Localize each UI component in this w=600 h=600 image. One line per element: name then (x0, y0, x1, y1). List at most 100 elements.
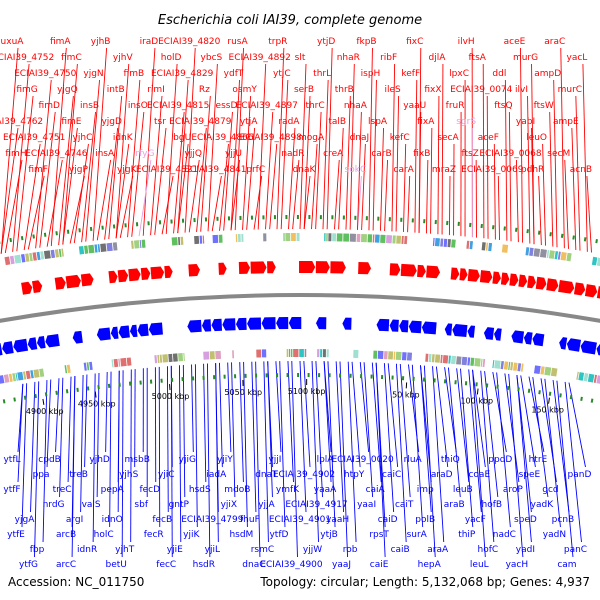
label-connector (575, 95, 581, 251)
label-connector (368, 47, 373, 231)
scale-dot (9, 237, 12, 243)
reverse-cog-block (377, 350, 384, 360)
forward-gene-arrow (164, 265, 173, 279)
reverse-cog-block (482, 358, 486, 368)
reverse-cog-block (232, 350, 235, 359)
reverse-gene-label: fecD (139, 485, 160, 495)
label-connector (62, 63, 78, 245)
reverse-gene-label: nrdG (43, 500, 65, 510)
reverse-gene-arrow (45, 333, 60, 348)
reverse-cog-block (406, 352, 413, 361)
forward-gene-label: acnB (570, 165, 592, 175)
forward-gene-label: fkpB (356, 37, 376, 47)
forward-cog-block (466, 240, 470, 249)
reverse-cog-block (118, 358, 121, 367)
reverse-gene-label: aroP (503, 485, 524, 495)
position-tick (94, 391, 97, 398)
scale-dot (23, 395, 27, 400)
forward-cog-block (488, 242, 493, 252)
forward-cog-block (194, 235, 200, 245)
reverse-gene-label: cam (557, 560, 576, 570)
scale-dot (538, 390, 541, 395)
forward-gene-label: bgU (173, 133, 191, 143)
forward-gene-arrow (188, 263, 200, 277)
reverse-gene-arrow (444, 323, 453, 336)
forward-cog-block (380, 234, 386, 244)
label-connector (349, 63, 355, 230)
forward-gene-arrow (584, 284, 598, 298)
label-connector (207, 63, 218, 232)
label-connector (586, 175, 592, 253)
label-connector (154, 127, 167, 235)
reverse-cog-block (215, 350, 222, 360)
forward-gene-label: yjgK (117, 165, 138, 175)
forward-cog-block (401, 235, 404, 244)
label-connector (411, 364, 424, 528)
label-connector (16, 95, 34, 252)
forward-cog-block (9, 255, 15, 265)
label-connector (161, 175, 174, 235)
reverse-gene-label: treC (53, 485, 72, 495)
scale-dot (583, 237, 587, 242)
forward-gene-label: lpxC (449, 69, 469, 79)
forward-gene-label: ftsQ (494, 101, 512, 111)
reverse-gene-label: hepA (418, 560, 442, 570)
reverse-cog-block (25, 370, 31, 380)
label-connector (380, 127, 384, 231)
label-connector (223, 111, 233, 231)
label-connector (188, 159, 200, 233)
reverse-cog-block (172, 353, 178, 362)
forward-gene-label: rimI (147, 85, 165, 95)
forward-cog-block (139, 239, 142, 249)
reverse-gene-arrow (389, 319, 399, 332)
reverse-cog-block (261, 349, 267, 358)
label-connector (194, 364, 198, 528)
label-connector (299, 63, 307, 230)
forward-gene-arrow (509, 273, 519, 287)
forward-gene-label: essD (216, 101, 238, 111)
reverse-gene-arrow (235, 317, 247, 331)
label-connector (468, 369, 482, 513)
reverse-cog-block (474, 358, 481, 367)
reverse-gene-label: gntP (169, 500, 190, 510)
map-title: Escherichia coli IAI39, complete genome (158, 13, 422, 28)
reverse-cog-block (162, 354, 169, 363)
reverse-gene-label: caiE (370, 560, 389, 570)
reverse-gene-arrow (452, 324, 468, 338)
reverse-gene-label: surA (407, 530, 428, 540)
position-tick-label: 4950 kbp (78, 399, 116, 408)
reverse-gene-arrow (118, 325, 130, 339)
label-connector (46, 159, 63, 247)
reverse-cog-block (304, 349, 307, 358)
forward-gene-arrow (400, 263, 417, 277)
reverse-gene-label: panC (564, 545, 587, 555)
forward-gene-label: idnK (113, 133, 134, 143)
reverse-cog-block (33, 369, 40, 378)
forward-gene-label: fixB (413, 149, 430, 159)
scale-dot (590, 398, 594, 403)
reverse-cog-block (533, 365, 541, 375)
reverse-cog-block (17, 371, 24, 381)
forward-gene-arrow (546, 278, 559, 292)
forward-gene-arrow (315, 261, 330, 274)
reverse-cog-block (299, 349, 304, 358)
label-connector (108, 95, 123, 240)
reverse-cog-block (159, 354, 163, 363)
position-tick (42, 398, 45, 405)
label-connector (472, 369, 486, 558)
forward-gene-label: pdhR (521, 165, 544, 175)
reverse-gene-label: thiP (458, 530, 476, 540)
forward-gene-label: carB (371, 149, 391, 159)
forward-gene-label: kefC (390, 133, 410, 143)
forward-cog-block (326, 233, 328, 242)
forward-cog-block (241, 233, 244, 242)
scale-dot (517, 387, 520, 392)
reverse-gene-label: yjiK (183, 530, 200, 540)
label-connector (81, 111, 96, 243)
forward-gene-arrow (150, 266, 165, 280)
forward-cog-block (557, 251, 561, 260)
label-connector (173, 111, 185, 234)
forward-cog-block (324, 233, 326, 242)
reverse-cog-block (66, 364, 71, 373)
label-connector (287, 361, 294, 483)
